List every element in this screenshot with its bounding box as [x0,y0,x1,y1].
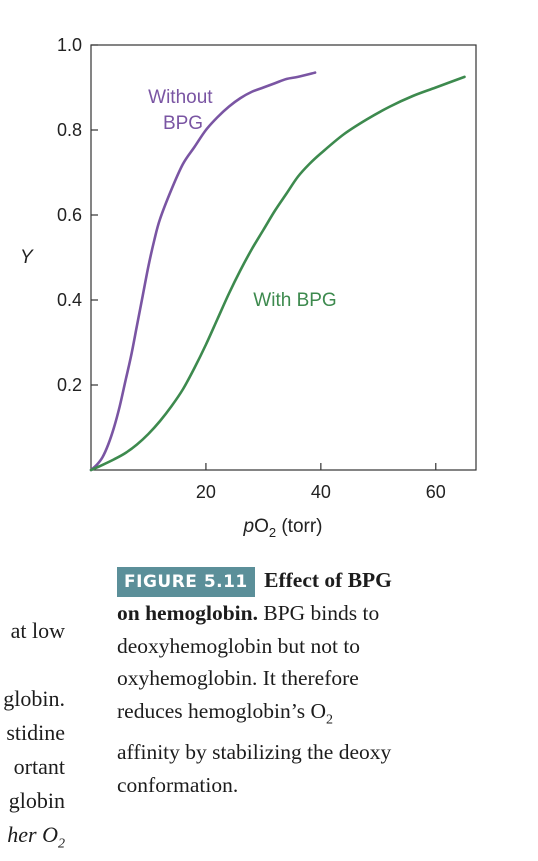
plot-frame [90,44,477,471]
x-tick-label: 20 [196,482,216,502]
body-line-4: ortant [13,754,65,779]
y-axis-ticks: 0.2 0.4 0.6 0.8 1.0 [57,35,98,395]
caption-line-3: deoxyhemoglobin but not to [117,633,361,658]
y-tick-label: 0.2 [57,375,82,395]
x-axis-ticks: 20 40 60 [196,463,446,502]
body-line-6: her O2 [3,818,65,861]
body-line-1: at low [10,618,65,643]
y-tick-label: 0.8 [57,120,82,140]
body-line-5: globin [8,788,65,813]
caption-line5-pre: reduces hemoglobin’s O [117,698,326,723]
figure-badge: FIGURE 5.11 [117,567,255,597]
body-line-2: globin. [3,686,65,711]
x-axis-label-main: O [254,516,269,537]
caption-line-4: oxyhemoglobin. It therefore [117,666,359,690]
body-line-6-sub: 2 [58,836,65,852]
caption-line2-rest: BPG binds to [257,601,380,625]
x-tick-label: 40 [311,482,331,502]
caption-line-2: on hemoglobin. BPG binds to [117,597,537,630]
curves [89,71,466,472]
series-label-without-bpg: Without BPG [148,87,218,134]
x-axis-label-suffix: (torr) [276,516,322,537]
curve-without-bpg [89,71,317,472]
caption-line-5: reduces hemoglobin’s O2 [117,695,537,737]
x-tick-label: 60 [426,482,446,502]
caption-title-part1: Effect of BPG [264,568,392,592]
x-axis-label-italic: p [242,516,254,537]
body-line-3: stidine [6,720,65,745]
oxygen-binding-chart: 0.2 0.4 0.6 0.8 1.0 20 40 60 Y pO2 (torr) With… [20,35,477,540]
series-label-without-bpg-line1: Without [148,87,213,108]
y-tick-label: 0.6 [57,205,82,225]
caption-line-1: FIGURE 5.11 Effect of BPG [117,564,537,597]
x-axis-label-sub: 2 [269,525,276,540]
y-axis-label: Y [20,247,34,268]
y-tick-label: 1.0 [57,35,82,55]
series-label-with-bpg: With BPG [253,290,336,311]
caption-title-part2: on hemoglobin. [117,601,258,625]
y-tick-label: 0.4 [57,290,82,310]
curve-with-bpg [89,75,466,472]
caption-line5-sub: 2 [326,711,333,727]
series-label-without-bpg-line2: BPG [163,113,203,134]
body-line-gap [3,648,65,682]
caption-line-6: affinity by stabilizing the deoxy [117,740,392,765]
x-axis-label: pO2 (torr) [242,516,322,540]
figure-caption: FIGURE 5.11 Effect of BPG on hemoglobin.… [117,564,537,801]
caption-line-7: conformation. [117,772,239,797]
body-line-6-italic: her O [7,822,58,847]
body-text-fragment: at low globin. stidine ortant globin her… [3,614,65,861]
